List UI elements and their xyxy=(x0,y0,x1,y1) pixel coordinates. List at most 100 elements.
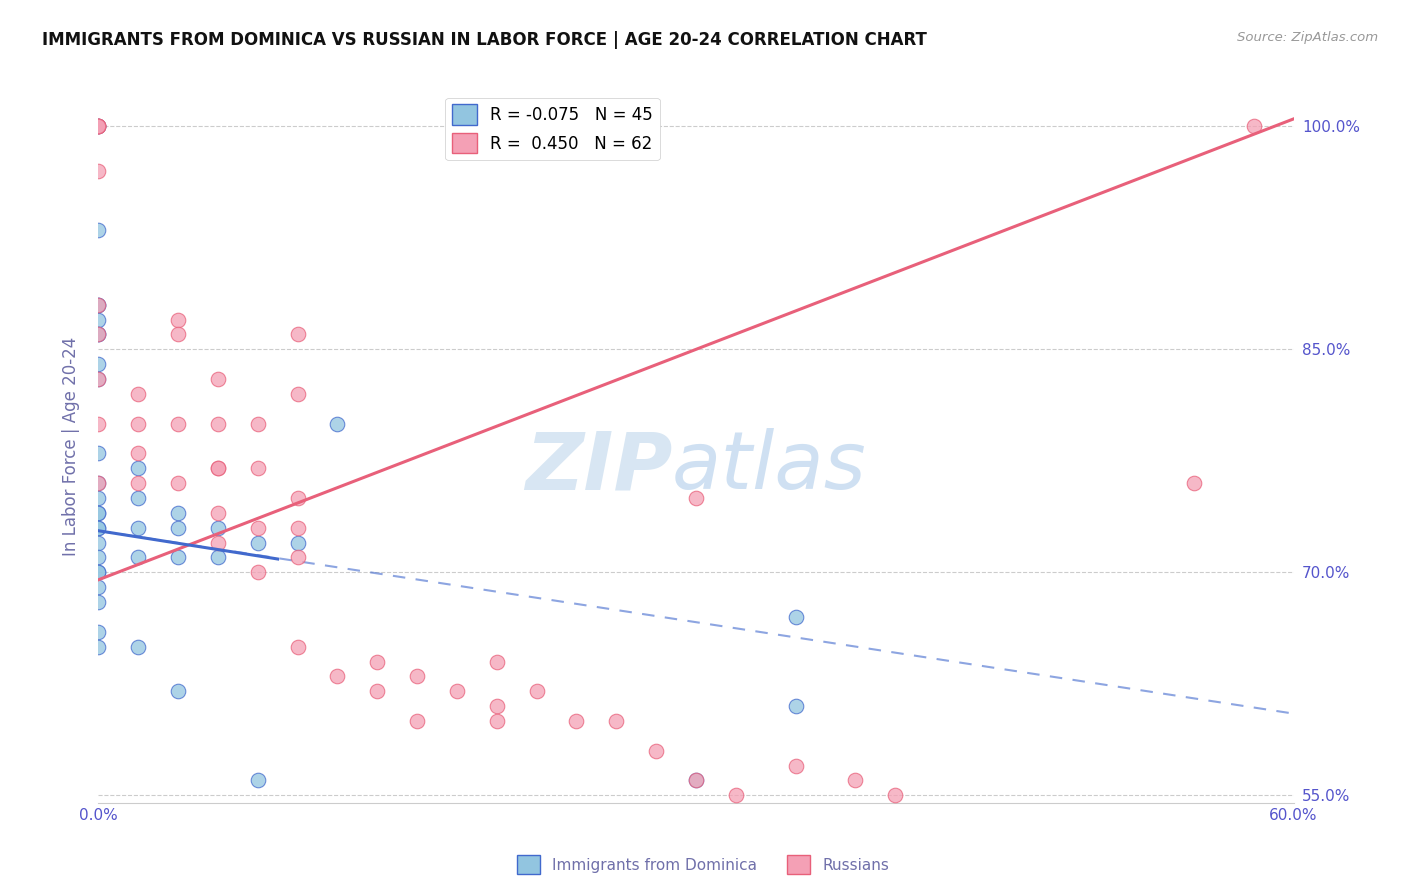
Point xyxy=(406,714,429,728)
Point xyxy=(246,535,269,549)
Point xyxy=(246,773,269,788)
Point xyxy=(1083,863,1105,877)
Point xyxy=(127,446,149,460)
Point xyxy=(87,446,110,460)
Point xyxy=(87,566,110,580)
Legend: Immigrants from Dominica, Russians: Immigrants from Dominica, Russians xyxy=(510,849,896,880)
Point xyxy=(1083,833,1105,847)
Point xyxy=(87,298,110,312)
Point xyxy=(127,461,149,475)
Point xyxy=(127,387,149,401)
Point xyxy=(127,417,149,431)
Point xyxy=(87,640,110,654)
Point xyxy=(87,476,110,491)
Point xyxy=(246,521,269,535)
Point xyxy=(1243,120,1265,134)
Point xyxy=(1043,847,1066,862)
Point xyxy=(246,461,269,475)
Point xyxy=(87,535,110,549)
Point xyxy=(287,327,309,342)
Point xyxy=(87,372,110,386)
Point xyxy=(87,327,110,342)
Point xyxy=(685,773,707,788)
Point xyxy=(287,847,309,862)
Point xyxy=(785,610,807,624)
Point xyxy=(924,818,946,832)
Point xyxy=(87,357,110,371)
Point xyxy=(685,491,707,505)
Point xyxy=(87,120,110,134)
Point xyxy=(87,595,110,609)
Point xyxy=(87,298,110,312)
Point xyxy=(526,684,548,698)
Point xyxy=(406,669,429,683)
Point xyxy=(87,372,110,386)
Point xyxy=(87,580,110,594)
Point xyxy=(785,699,807,714)
Text: Source: ZipAtlas.com: Source: ZipAtlas.com xyxy=(1237,31,1378,45)
Point xyxy=(87,327,110,342)
Point xyxy=(87,521,110,535)
Point xyxy=(207,535,229,549)
Point xyxy=(785,758,807,772)
Point xyxy=(87,298,110,312)
Point xyxy=(207,417,229,431)
Point xyxy=(485,714,508,728)
Point xyxy=(1182,476,1205,491)
Point xyxy=(87,566,110,580)
Point xyxy=(87,417,110,431)
Point xyxy=(287,640,309,654)
Point xyxy=(446,684,468,698)
Point xyxy=(844,773,866,788)
Point xyxy=(207,550,229,565)
Point xyxy=(366,684,388,698)
Point xyxy=(87,120,110,134)
Point xyxy=(87,491,110,505)
Text: atlas: atlas xyxy=(672,428,868,507)
Point xyxy=(87,164,110,178)
Point xyxy=(87,506,110,520)
Point xyxy=(87,476,110,491)
Point xyxy=(884,789,907,803)
Point xyxy=(1004,833,1026,847)
Point xyxy=(167,684,190,698)
Point xyxy=(167,521,190,535)
Point xyxy=(87,327,110,342)
Point xyxy=(287,387,309,401)
Point xyxy=(685,773,707,788)
Y-axis label: In Labor Force | Age 20-24: In Labor Force | Age 20-24 xyxy=(62,336,80,556)
Point xyxy=(207,372,229,386)
Point xyxy=(287,521,309,535)
Point xyxy=(87,506,110,520)
Point xyxy=(485,699,508,714)
Point xyxy=(167,506,190,520)
Text: ZIP: ZIP xyxy=(524,428,672,507)
Point xyxy=(87,120,110,134)
Point xyxy=(287,550,309,565)
Text: IMMIGRANTS FROM DOMINICA VS RUSSIAN IN LABOR FORCE | AGE 20-24 CORRELATION CHART: IMMIGRANTS FROM DOMINICA VS RUSSIAN IN L… xyxy=(42,31,927,49)
Point xyxy=(127,491,149,505)
Point xyxy=(167,417,190,431)
Point xyxy=(724,789,747,803)
Point xyxy=(207,461,229,475)
Point xyxy=(87,120,110,134)
Point xyxy=(207,506,229,520)
Point xyxy=(167,312,190,326)
Point xyxy=(87,312,110,326)
Point xyxy=(87,120,110,134)
Legend: R = -0.075   N = 45, R =  0.450   N = 62: R = -0.075 N = 45, R = 0.450 N = 62 xyxy=(446,97,659,160)
Point xyxy=(127,521,149,535)
Point xyxy=(485,655,508,669)
Point xyxy=(87,223,110,237)
Point xyxy=(326,417,349,431)
Point xyxy=(645,744,668,758)
Point xyxy=(207,521,229,535)
Point xyxy=(963,818,986,832)
Point xyxy=(127,640,149,654)
Point xyxy=(167,550,190,565)
Point xyxy=(246,417,269,431)
Point xyxy=(127,476,149,491)
Point xyxy=(87,550,110,565)
Point xyxy=(87,624,110,639)
Point xyxy=(287,491,309,505)
